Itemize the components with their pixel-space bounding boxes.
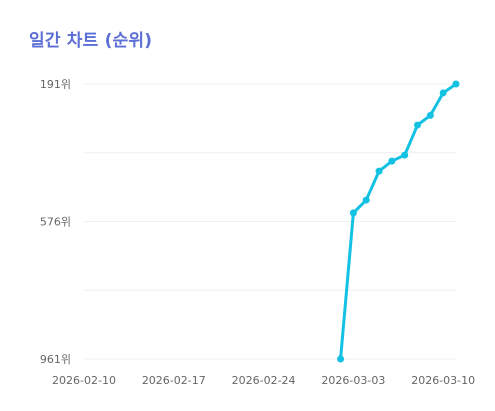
data-point <box>349 209 357 217</box>
data-point <box>452 80 460 88</box>
chart-title: 일간 차트 (순위) <box>29 31 153 51</box>
data-point <box>337 355 345 363</box>
y-tick-label: 191위 <box>40 78 71 91</box>
data-point <box>388 157 396 165</box>
y-tick-label: 961위 <box>40 353 71 366</box>
x-tick-label: 2026-03-03 <box>321 374 385 387</box>
x-tick-label: 2026-02-10 <box>52 374 116 387</box>
data-point <box>426 111 434 119</box>
x-tick-label: 2026-02-24 <box>232 374 296 387</box>
y-tick-label: 576위 <box>40 216 71 229</box>
data-point <box>401 151 409 159</box>
data-point <box>375 167 383 175</box>
x-tick-label: 2026-02-17 <box>142 374 206 387</box>
data-point <box>362 196 370 204</box>
series-line <box>339 82 458 361</box>
data-point <box>439 89 447 97</box>
data-point <box>414 121 422 129</box>
x-tick-label: 2026-03-10 <box>411 374 475 387</box>
